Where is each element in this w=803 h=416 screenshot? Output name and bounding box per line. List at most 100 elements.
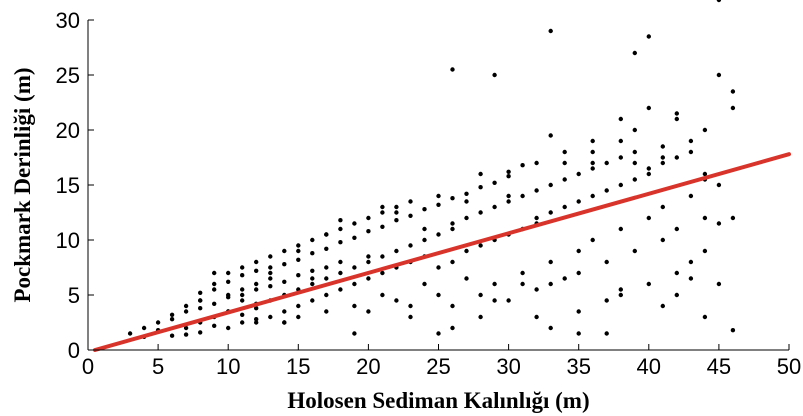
data-point [660,204,665,210]
data-point [380,254,385,259]
data-point [408,213,413,218]
data-point [478,292,483,298]
data-point [352,331,357,336]
data-point [478,171,483,177]
data-point [450,221,455,226]
data-point [674,270,679,276]
data-point [212,287,217,292]
x-tick-label: 10 [216,354,240,379]
y-tick-label: 5 [68,283,80,308]
data-point [576,270,581,276]
data-point [590,237,595,243]
data-point [338,226,343,232]
data-point [212,281,217,287]
data-point [520,163,525,168]
data-point [702,314,708,320]
data-point [408,199,413,204]
data-point [169,317,175,322]
data-point [548,325,553,331]
data-point [478,243,483,248]
data-point [646,171,651,177]
data-point [604,298,609,303]
data-point [450,67,455,72]
y-tick-label: 10 [56,228,80,253]
data-point [716,182,722,188]
data-point [436,232,441,237]
data-point [562,204,567,210]
data-point [590,138,595,144]
data-point [674,155,679,160]
data-point [380,204,385,210]
data-point [660,237,665,243]
data-point [590,160,595,166]
data-point [366,229,371,234]
data-point [226,270,231,276]
y-tick-label: 20 [56,118,80,143]
data-point [127,331,133,336]
data-point [310,281,315,287]
data-point [268,254,273,259]
data-point [660,155,665,160]
data-point [604,259,609,265]
data-point [240,320,245,325]
data-point [268,265,273,270]
data-point [548,182,553,188]
data-point [183,332,189,337]
data-point [296,243,301,248]
data-point [464,248,469,254]
data-point [576,199,581,204]
data-point [618,226,623,232]
data-points [127,0,736,339]
data-point [464,191,469,196]
data-point [296,248,301,254]
data-point [240,265,245,270]
data-point [450,303,455,309]
data-point [506,174,511,179]
data-point [716,221,722,226]
data-point [688,193,694,199]
data-point [394,248,399,254]
data-point [702,171,708,177]
data-point [702,248,708,254]
data-point [632,177,637,182]
data-point [646,215,651,221]
trend-line [93,152,791,352]
data-point [183,325,189,331]
data-point [212,270,217,276]
data-point [562,177,567,182]
data-point [478,314,483,320]
x-tick-label: 20 [356,354,380,379]
data-point [310,298,315,303]
data-point [646,166,651,171]
data-point [282,248,287,254]
y-tick-label: 25 [56,63,80,88]
data-point [604,188,609,193]
data-point [212,323,217,328]
data-point [632,127,637,133]
data-point [520,270,525,276]
data-point [688,149,694,155]
data-point [352,265,357,270]
data-point [520,281,525,287]
data-point [618,138,623,144]
data-point [352,303,357,309]
data-point [254,320,259,325]
x-tick-label: 40 [637,354,661,379]
data-point [338,218,343,223]
data-point [450,325,455,331]
data-point [548,259,553,265]
data-point [590,166,595,171]
data-point [618,182,623,188]
data-point [632,248,637,254]
data-point [576,171,581,177]
data-point [366,276,371,281]
data-point [660,303,665,309]
data-point [268,314,273,320]
data-point [674,292,679,298]
x-axis-title: Holosen Sediman Kalınlığı (m) [287,388,589,413]
data-point [548,210,553,215]
data-point [352,235,357,240]
data-point [254,268,259,273]
